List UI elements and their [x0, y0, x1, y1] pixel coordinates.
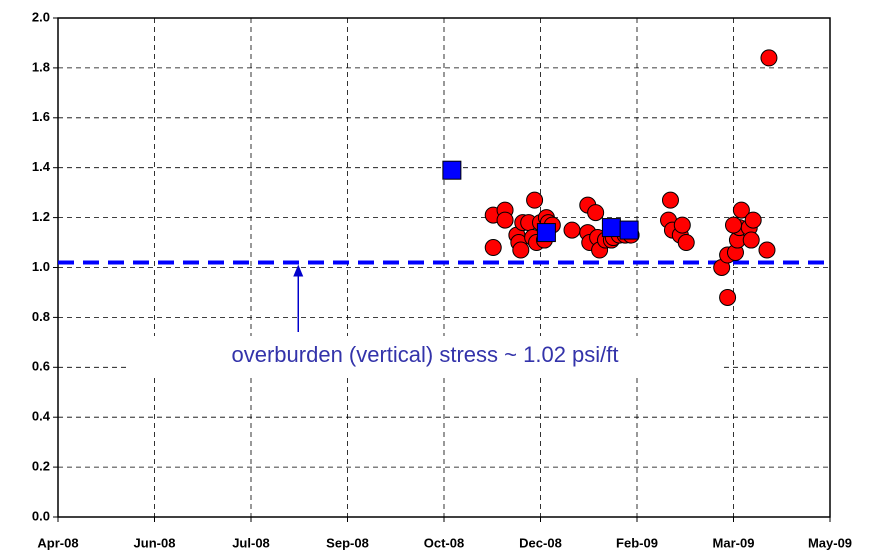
circle-point	[742, 231, 760, 249]
circle-point	[677, 234, 695, 252]
plot-border	[57, 17, 831, 518]
square-point	[442, 160, 462, 180]
x-tick-label: Dec-08	[519, 535, 562, 550]
x-tick-label: Feb-09	[616, 535, 658, 550]
circle-point	[661, 191, 679, 209]
circle-point	[744, 211, 762, 229]
circle-point	[512, 241, 530, 259]
y-tick-label: 1.0	[32, 259, 50, 274]
circle-point	[496, 211, 514, 229]
y-tick-label: 2.0	[32, 9, 50, 24]
x-tick-label: May-09	[808, 535, 852, 550]
y-tick-label: 0.6	[32, 359, 50, 374]
circle-point	[725, 216, 742, 234]
square-point	[619, 220, 639, 240]
y-tick-label: 0.8	[32, 309, 50, 324]
y-tick-label: 1.4	[32, 159, 51, 174]
y-tick-label: 1.6	[32, 109, 50, 124]
circle-point	[563, 221, 581, 239]
circle-point	[732, 201, 750, 219]
circle-point	[719, 288, 737, 306]
x-tick-label: Sep-08	[326, 535, 369, 550]
x-tick-label: Jun-08	[134, 535, 176, 550]
square-point	[601, 218, 621, 238]
circle-point	[758, 241, 776, 259]
x-tick-label: Jul-08	[232, 535, 270, 550]
x-tick-label: Oct-08	[424, 535, 464, 550]
x-tick-label: Mar-09	[713, 535, 755, 550]
square-point	[536, 223, 556, 243]
annotation-arrowhead	[293, 264, 304, 277]
circle-point	[484, 239, 502, 257]
y-tick-label: 1.2	[32, 209, 50, 224]
circle-point	[760, 49, 778, 67]
circle-point	[526, 191, 544, 209]
circle-point	[587, 204, 605, 222]
x-tick-label: Apr-08	[37, 535, 78, 550]
y-tick-label: 0.4	[32, 409, 51, 424]
annotation: overburden (vertical) stress ~ 1.02 psi/…	[232, 342, 619, 367]
y-tick-label: 1.8	[32, 59, 50, 74]
y-tick-label: 0.0	[32, 508, 50, 523]
y-tick-label: 0.2	[32, 459, 50, 474]
circle-point	[673, 216, 691, 234]
annotation-bg	[130, 336, 720, 376]
